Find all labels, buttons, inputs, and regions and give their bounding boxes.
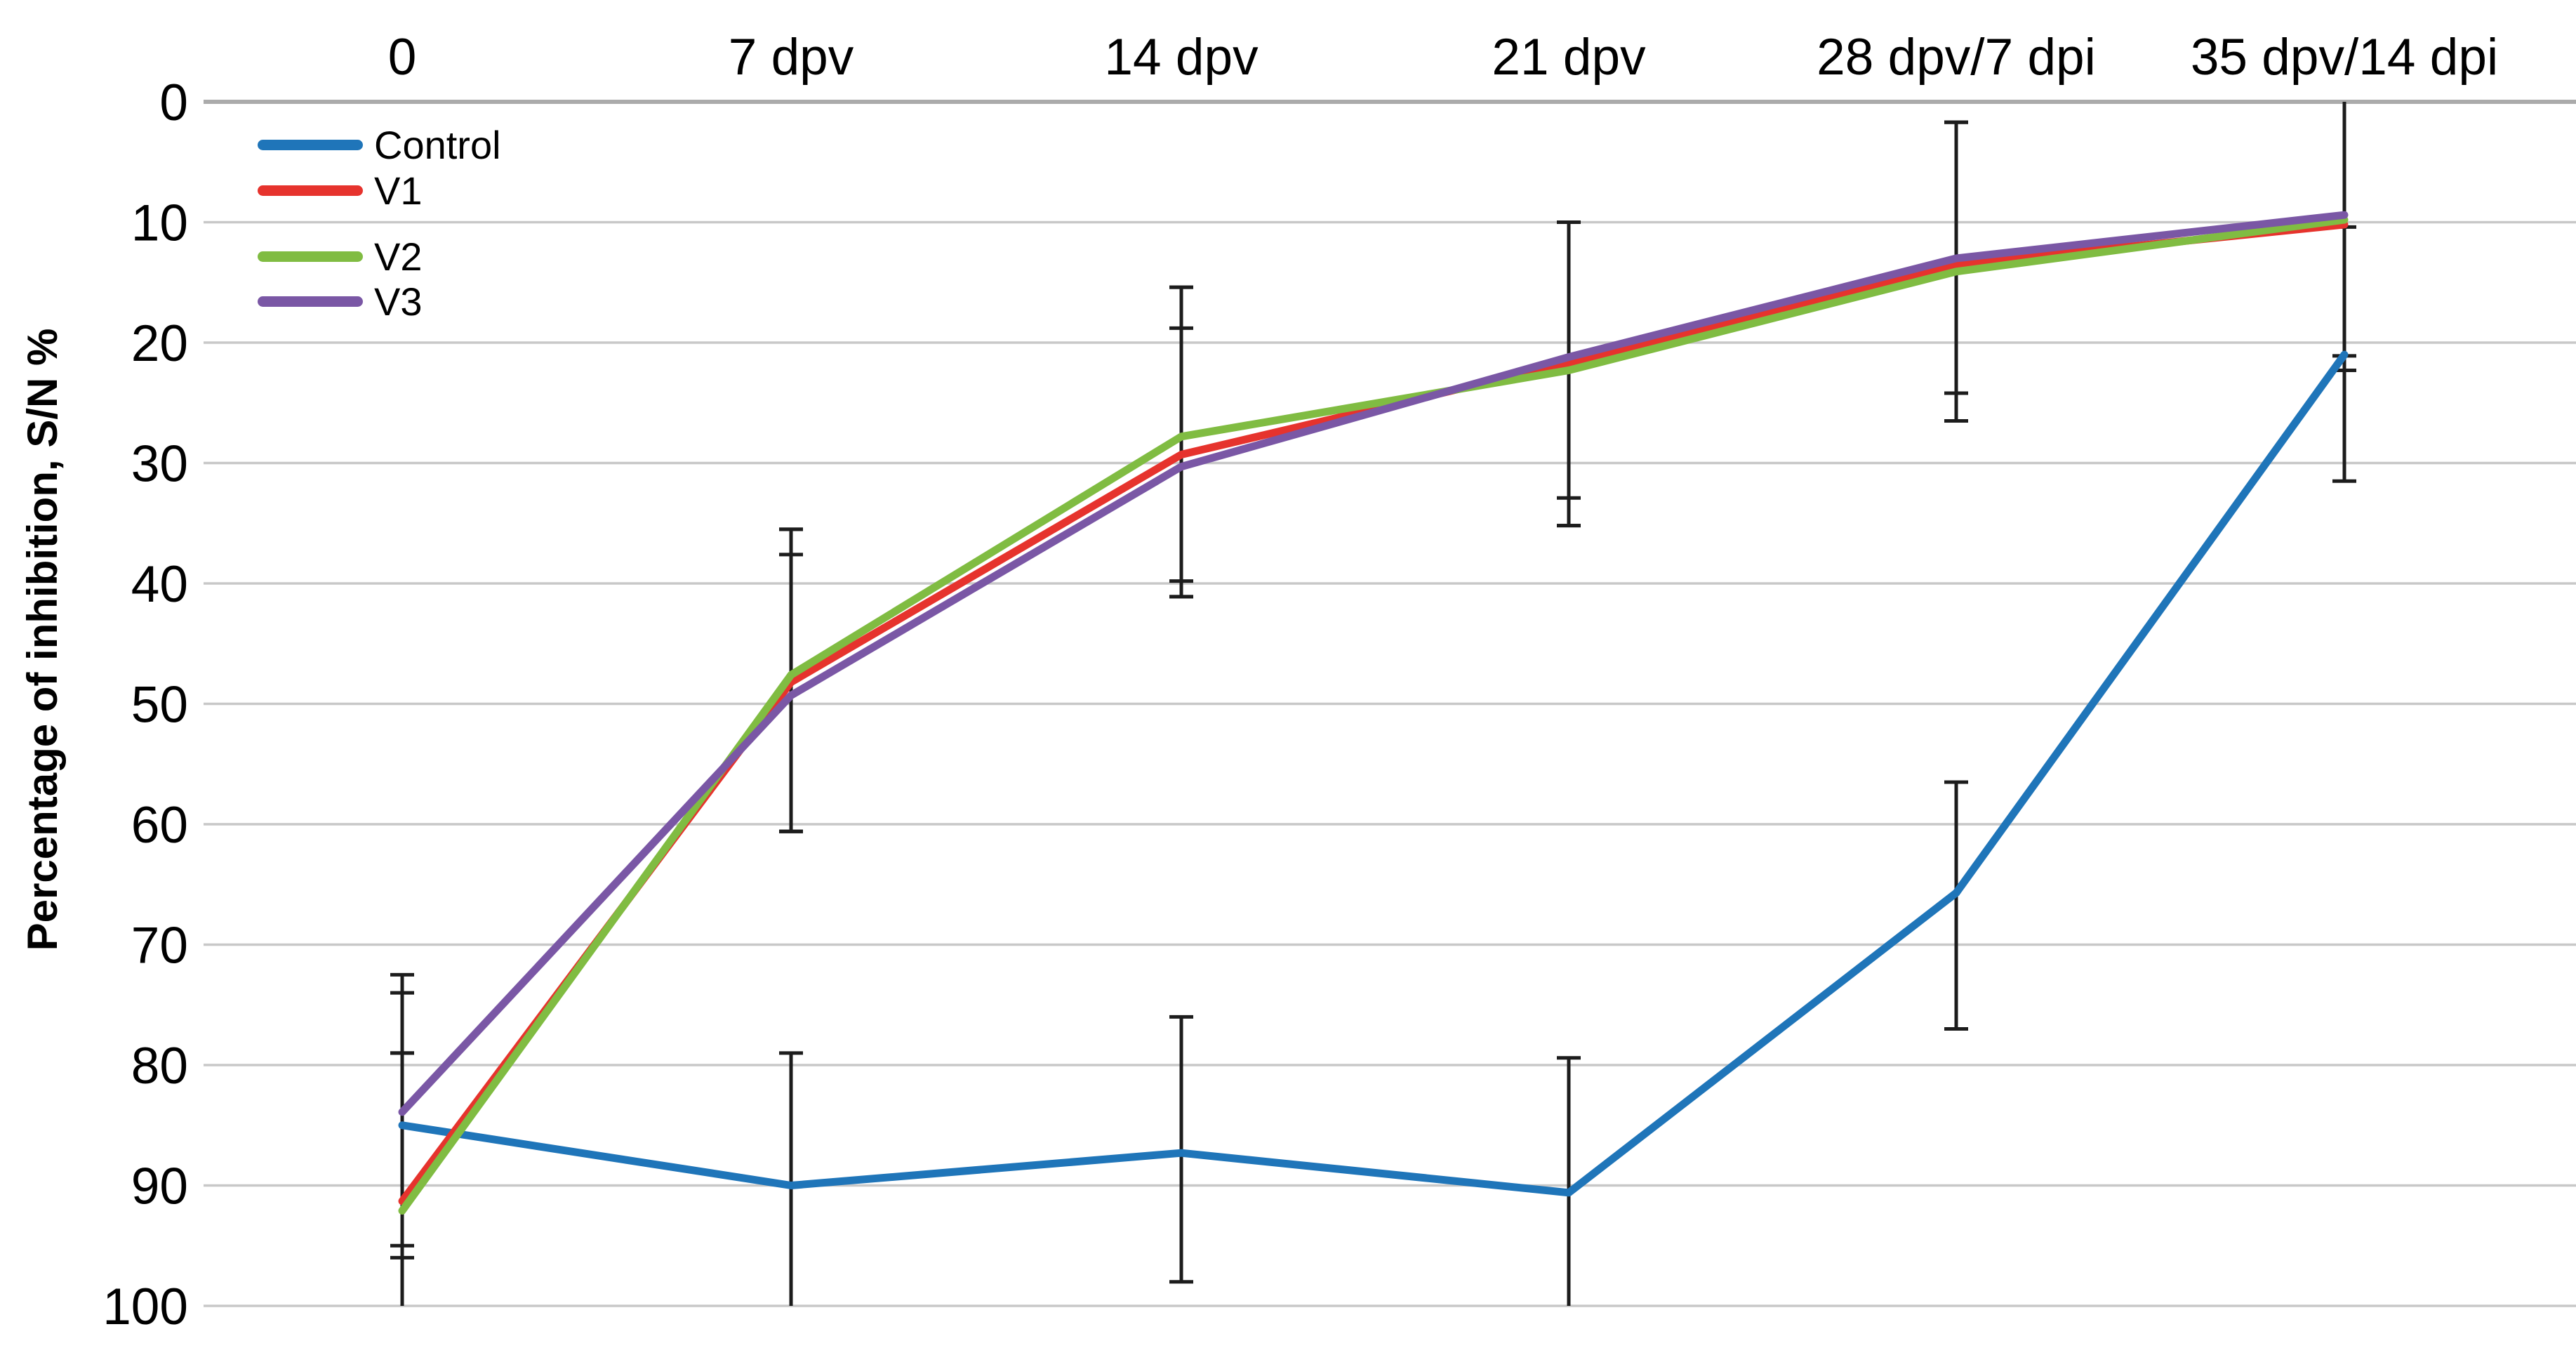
series-line-control [398, 350, 2349, 1197]
x-tick-label-0: 0 [388, 29, 417, 86]
legend-label-control: Control [374, 122, 501, 167]
y-tick-label-30: 30 [131, 436, 188, 493]
y-tick-label-80: 80 [131, 1038, 188, 1095]
series-line-v2 [398, 216, 2349, 1215]
y-tick-label-0: 0 [159, 74, 188, 131]
y-tick-label-100: 100 [102, 1278, 188, 1335]
x-tick-label-1: 7 dpv [729, 29, 854, 86]
x-tick-label-2: 14 dpv [1104, 29, 1259, 86]
legend-swatch-v3 [258, 296, 363, 307]
x-tick-label-4: 28 dpv/7 dpi [1817, 29, 2096, 86]
y-tick-label-70: 70 [131, 918, 188, 974]
y-tick-label-10: 10 [131, 195, 188, 252]
legend-swatch-v2 [258, 251, 363, 262]
y-tick-label-50: 50 [131, 677, 188, 734]
legend-swatch-control [258, 139, 363, 150]
legend-item-control: Control [258, 121, 501, 168]
y-tick-label-60: 60 [131, 797, 188, 854]
y-axis-title: Percentage of inhibition, S/N % [19, 328, 66, 951]
x-tick-label-3: 21 dpv [1492, 29, 1646, 86]
x-tick-label-5: 35 dpv/14 dpi [2191, 29, 2498, 86]
y-tick-label-40: 40 [131, 556, 188, 613]
series-line-v1 [398, 220, 2349, 1205]
legend-swatch-v1 [258, 185, 363, 196]
legend-label-v2: V2 [374, 234, 423, 279]
legend-label-v3: V3 [374, 279, 423, 324]
series-line-v3 [398, 211, 2349, 1116]
y-tick-label-90: 90 [131, 1158, 188, 1215]
legend-item-v2: V2 [258, 233, 423, 279]
legend-label-v1: V1 [374, 168, 423, 213]
legend-item-v1: V1 [258, 167, 423, 213]
legend-item-v3: V3 [258, 278, 423, 324]
y-tick-label-20: 20 [131, 315, 188, 372]
